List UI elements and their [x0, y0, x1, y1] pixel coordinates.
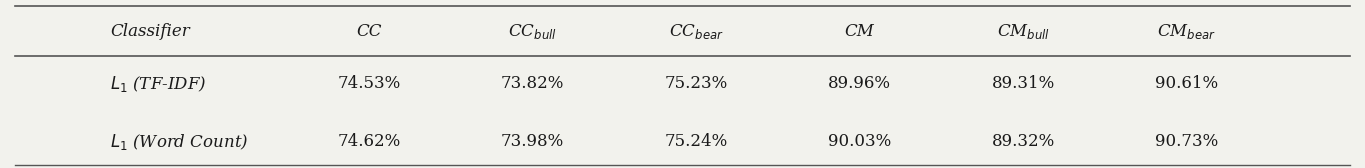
Text: $L_1$ (Word Count): $L_1$ (Word Count) — [111, 132, 248, 152]
Text: 90.73%: 90.73% — [1155, 133, 1218, 150]
Text: 89.32%: 89.32% — [991, 133, 1055, 150]
Text: CM: CM — [845, 23, 875, 40]
Text: CM$_{bull}$: CM$_{bull}$ — [996, 22, 1050, 41]
Text: 90.03%: 90.03% — [829, 133, 891, 150]
Text: CM$_{bear}$: CM$_{bear}$ — [1158, 22, 1216, 41]
Text: 89.31%: 89.31% — [991, 75, 1055, 93]
Text: 90.61%: 90.61% — [1155, 75, 1218, 93]
Text: 73.82%: 73.82% — [501, 75, 564, 93]
Text: 89.96%: 89.96% — [829, 75, 891, 93]
Text: 75.24%: 75.24% — [665, 133, 728, 150]
Text: CC$_{bull}$: CC$_{bull}$ — [508, 22, 557, 41]
Text: 74.53%: 74.53% — [337, 75, 401, 93]
Text: CC: CC — [356, 23, 382, 40]
Text: 74.62%: 74.62% — [337, 133, 401, 150]
Text: 73.98%: 73.98% — [501, 133, 564, 150]
Text: Classifier: Classifier — [111, 23, 190, 40]
Text: 75.23%: 75.23% — [665, 75, 728, 93]
Text: $L_1$ (TF-IDF): $L_1$ (TF-IDF) — [111, 74, 206, 94]
Text: CC$_{bear}$: CC$_{bear}$ — [669, 22, 723, 41]
